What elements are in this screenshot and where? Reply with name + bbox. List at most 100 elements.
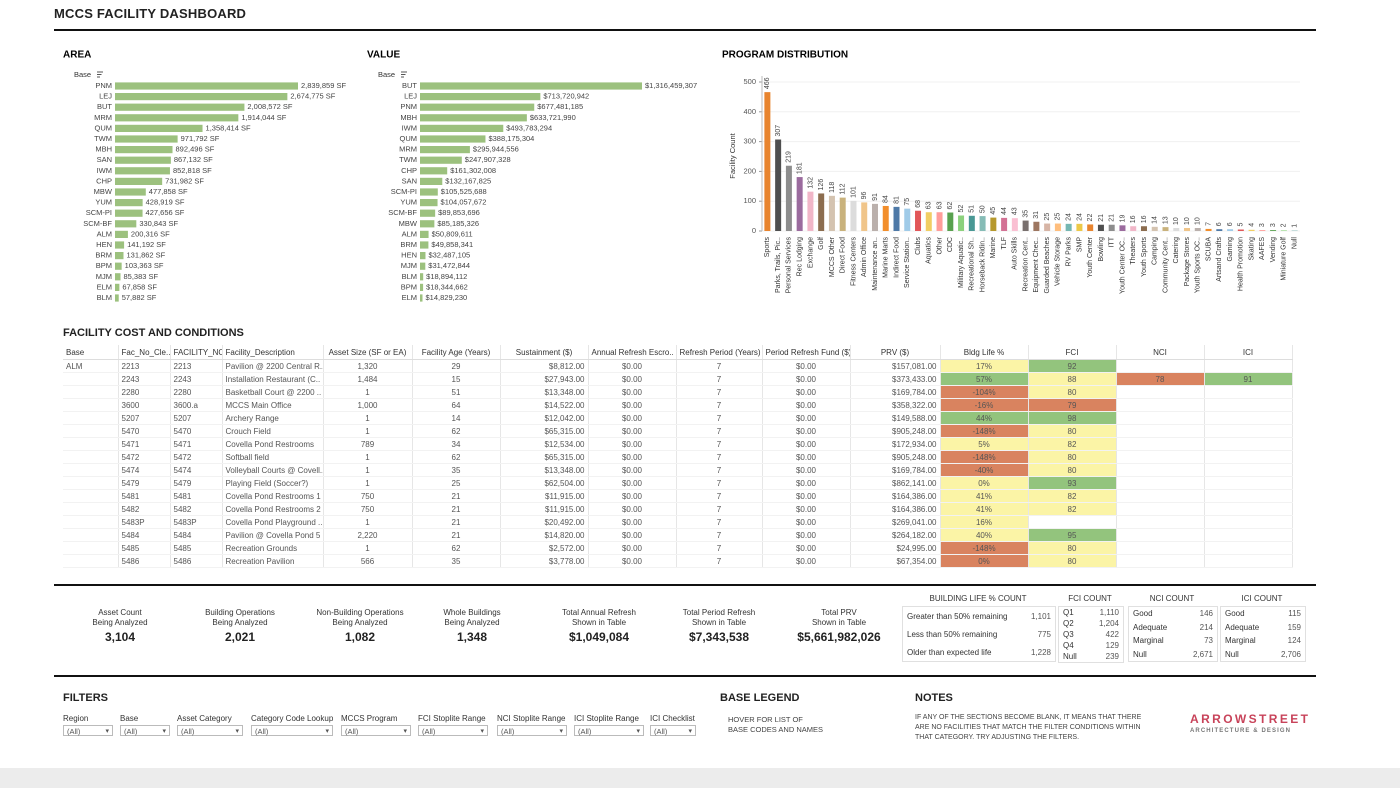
x-tick-label: Marine Marts	[883, 237, 890, 278]
table-body: ALM 2213 2213 Pavilion @ 2200 Central R.. 1,…	[63, 359, 1293, 568]
value-label: 3	[1259, 223, 1266, 227]
count-row: Q4 129	[1059, 640, 1123, 651]
x-tick-label: Equipment Chec..	[1033, 237, 1040, 293]
bar	[990, 217, 997, 231]
section-title: FACILITY COST AND CONDITIONS	[63, 327, 244, 339]
filter-dropdown[interactable]: (All)	[63, 725, 113, 737]
bar	[828, 195, 835, 231]
value-label: 21	[1109, 214, 1116, 222]
table-cell: 1	[323, 476, 413, 490]
value-label: 50	[979, 205, 986, 213]
filter-dropdown[interactable]: (All)	[341, 725, 411, 737]
table-cell: $164,386.00	[850, 489, 941, 503]
table-cell	[1204, 489, 1293, 503]
x-tick-label: SMP	[1076, 237, 1083, 253]
x-tick-label: Golf	[818, 237, 825, 250]
legend-hint[interactable]: HOVER FOR LIST OF BASE CODES AND NAMES	[728, 715, 823, 735]
table-cell: $169,784.00	[850, 463, 941, 477]
filter-dropdown[interactable]: (All)	[574, 725, 644, 737]
value-label: 10	[1173, 217, 1180, 225]
table-cell: 5482	[118, 502, 171, 516]
table-cell: 5470	[170, 424, 223, 438]
table-cell: -148%	[940, 450, 1029, 464]
x-tick-label: Theaters	[1130, 237, 1137, 265]
bar	[115, 146, 173, 154]
sort-icon[interactable]	[401, 71, 407, 78]
table-cell	[1116, 528, 1205, 542]
table-row: 2280 2280 Basketball Court @ 2200 .. 1 51 $13…	[63, 385, 1293, 399]
bar	[115, 114, 239, 122]
table-row: 5472 5472 Softball field 1 62 $65,315.00 $0.00…	[63, 450, 1293, 464]
value-label: 13	[1162, 216, 1169, 224]
table-cell: 80	[1028, 463, 1117, 477]
bar	[1184, 228, 1191, 231]
table-cell	[63, 528, 119, 542]
bar	[1097, 224, 1104, 231]
value-label: 867,132 SF	[174, 155, 213, 164]
value-label: 466	[764, 77, 771, 89]
table-cell: 5479	[170, 476, 223, 490]
table-cell	[1204, 359, 1293, 373]
filter-dropdown[interactable]: (All)	[251, 725, 333, 737]
bar	[871, 203, 878, 231]
x-tick-label: Personal Services	[786, 237, 793, 294]
count-value: 1,110	[1099, 608, 1119, 617]
axis-label[interactable]: Base	[378, 70, 395, 79]
table-cell: $905,248.00	[850, 424, 941, 438]
table-cell: 2243	[170, 372, 223, 386]
bar	[115, 124, 203, 132]
table-row: 5474 5474 Volleyball Courts @ Covell.. 1 35 $…	[63, 463, 1293, 477]
filter-dropdown[interactable]: (All)	[418, 725, 488, 737]
value-label: 24	[1076, 213, 1083, 221]
text-line: Whole Buildings	[443, 608, 501, 617]
divider	[54, 584, 1316, 586]
category-label: BRM	[95, 251, 112, 260]
filter-dropdown[interactable]: (All)	[497, 725, 567, 737]
category-label: LEJ	[404, 92, 417, 101]
table-cell: -104%	[940, 385, 1029, 399]
column-header: Sustainment ($)	[500, 345, 589, 360]
x-tick-label: Parks, Trails, Pic..	[775, 237, 782, 293]
count-value: 775	[1037, 629, 1051, 639]
count-value: 115	[1288, 609, 1301, 619]
value-label: 892,496 SF	[176, 145, 215, 154]
value-label: $105,525,688	[441, 187, 487, 196]
count-value: 422	[1105, 630, 1119, 639]
table-cell	[1204, 398, 1293, 412]
text-line: Being Analyzed	[212, 618, 268, 627]
sort-icon[interactable]	[97, 71, 103, 78]
kpi-value: $5,661,982,026	[797, 630, 881, 644]
value-label: 51	[969, 205, 976, 213]
table-cell: 5484	[170, 528, 223, 542]
table-cell: $13,348.00	[500, 463, 589, 477]
table-cell: 789	[323, 437, 413, 451]
kpi-value: 1,082	[344, 630, 376, 644]
count-title: NCI COUNT	[1149, 594, 1195, 603]
category-label: ELM	[97, 282, 112, 291]
table-cell: $3,778.00	[500, 554, 589, 568]
bar	[420, 199, 438, 207]
filter-dropdown[interactable]: (All)	[120, 725, 170, 737]
count-label: Marginal	[1225, 636, 1256, 646]
count-row: Null 2,671	[1129, 648, 1217, 662]
text-line: Being Analyzed	[92, 618, 148, 627]
value-label: 731,982 SF	[165, 176, 204, 185]
bar	[115, 167, 170, 175]
table-cell: 82	[1028, 489, 1117, 503]
axis-label[interactable]: Base	[74, 70, 91, 79]
table-cell: 1	[323, 450, 413, 464]
table-cell	[63, 437, 119, 451]
table-cell: 5486	[170, 554, 223, 568]
bar	[1173, 228, 1180, 231]
text-line: ARE NO FACILITIES THAT MATCH THE FILTER …	[915, 724, 1141, 731]
y-axis-label: Facility Count	[728, 132, 737, 178]
filter-dropdown[interactable]: (All)	[177, 725, 243, 737]
bar	[420, 262, 426, 270]
x-tick-label: Null	[1291, 237, 1298, 250]
filter-dropdown[interactable]: (All)	[650, 725, 696, 737]
table-cell: 5474	[170, 463, 223, 477]
value-label: 19	[1119, 214, 1126, 222]
table-cell: 5474	[118, 463, 171, 477]
table-cell: MCCS Main Office	[222, 398, 324, 412]
table-cell: $0.00	[588, 463, 677, 477]
